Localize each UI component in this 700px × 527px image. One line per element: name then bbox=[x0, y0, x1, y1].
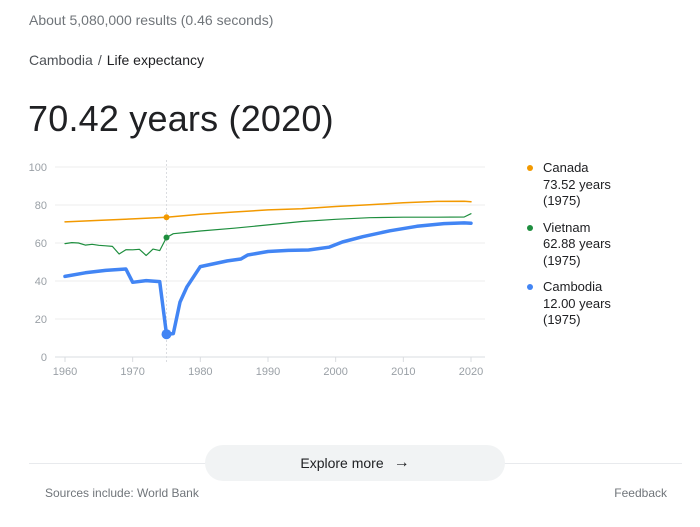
legend-year: (1975) bbox=[543, 252, 581, 268]
sources-text: Sources include: World Bank bbox=[45, 486, 199, 500]
highlight-point-cambodia[interactable] bbox=[161, 329, 172, 340]
series-line-cambodia[interactable] bbox=[63, 221, 473, 336]
legend-year: (1975) bbox=[543, 193, 581, 208]
y-tick-label: 60 bbox=[35, 238, 47, 250]
legend-item-canada[interactable]: Canada 73.52 years (1975) bbox=[527, 160, 687, 210]
x-tick-label: 2010 bbox=[391, 366, 415, 378]
legend-value: 12.00 years bbox=[543, 295, 611, 311]
legend-name: Canada bbox=[543, 160, 589, 175]
arrow-right-icon: → bbox=[393, 454, 410, 471]
x-tick-label: 1970 bbox=[120, 366, 144, 378]
legend-value: 62.88 years bbox=[543, 236, 611, 251]
x-tick-label: 1960 bbox=[53, 366, 77, 378]
legend-name: Cambodia bbox=[543, 279, 603, 294]
breadcrumb: Cambodia / Life expectancy bbox=[29, 52, 204, 68]
y-tick-label: 0 bbox=[41, 352, 47, 364]
series-line-canada[interactable] bbox=[64, 200, 472, 223]
dot-icon bbox=[527, 284, 533, 290]
results-stats: About 5,080,000 results (0.46 seconds) bbox=[29, 12, 274, 28]
breadcrumb-separator: / bbox=[97, 52, 102, 68]
feedback-link[interactable]: Feedback bbox=[614, 486, 667, 500]
dot-icon bbox=[527, 224, 533, 231]
y-tick-label: 100 bbox=[29, 162, 47, 174]
headline-value: 70.42 years (2020) bbox=[28, 98, 334, 139]
legend-value: 73.52 years bbox=[543, 176, 611, 192]
series-line-vietnam[interactable] bbox=[64, 213, 472, 257]
explore-more-button[interactable]: Explore more → bbox=[205, 445, 505, 481]
x-tick-label: 2020 bbox=[459, 366, 483, 378]
highlight-point-canada[interactable] bbox=[163, 214, 170, 221]
x-tick-label: 1980 bbox=[188, 366, 212, 378]
breadcrumb-parent[interactable]: Cambodia bbox=[29, 52, 93, 68]
y-tick-label: 20 bbox=[35, 314, 47, 326]
explore-more-label: Explore more bbox=[300, 455, 384, 471]
life-expectancy-chart[interactable]: 0 20 40 60 80 100 1960 1970 1980 1990 2000 2010 2020 bbox=[0, 150, 500, 390]
chart-legend: Canada 73.52 years (1975) Vietnam 62.88 … bbox=[527, 160, 687, 339]
legend-year: (1975) bbox=[543, 312, 581, 327]
y-tick-label: 40 bbox=[35, 276, 47, 288]
breadcrumb-current: Life expectancy bbox=[106, 52, 205, 68]
legend-item-cambodia[interactable]: Cambodia 12.00 years (1975) bbox=[527, 279, 687, 329]
dot-icon bbox=[527, 165, 533, 171]
y-tick-label: 80 bbox=[35, 200, 47, 212]
legend-name: Vietnam bbox=[543, 219, 591, 235]
legend-item-vietnam[interactable]: Vietnam 62.88 years (1975) bbox=[527, 220, 687, 270]
chart-canvas[interactable]: 0 20 40 60 80 100 1960 1970 1980 1990 2000 2010 2020 bbox=[0, 150, 500, 390]
x-tick-label: 2000 bbox=[323, 366, 347, 378]
x-tick-label: 1990 bbox=[256, 366, 280, 378]
highlight-point-vietnam[interactable] bbox=[163, 234, 170, 241]
